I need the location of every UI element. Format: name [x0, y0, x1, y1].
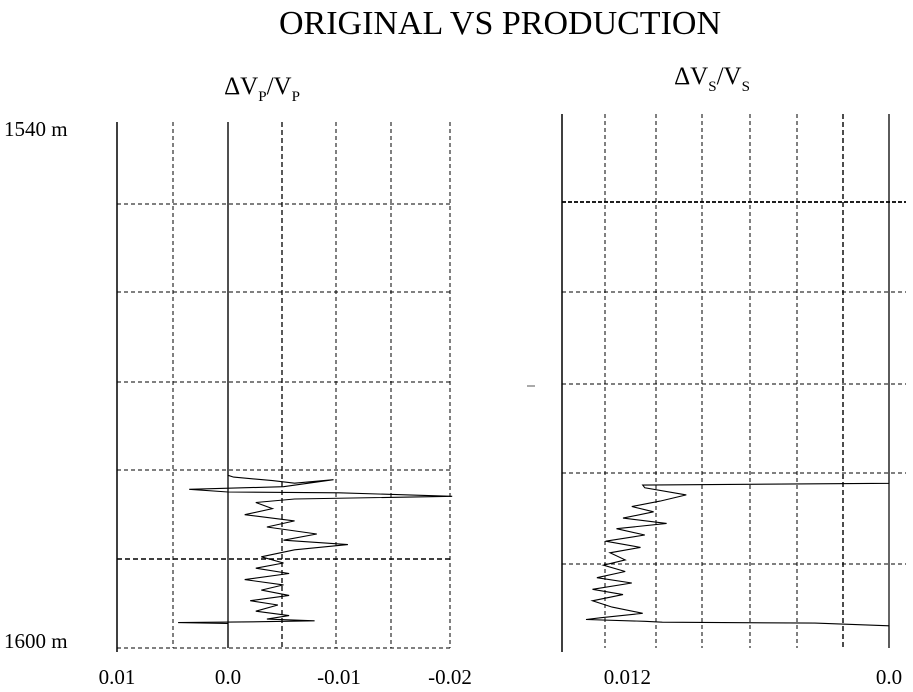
depth-top-label: 1540 m — [4, 117, 68, 141]
right-series-line-0 — [585, 114, 890, 648]
right-x-tick-label-1: 0.0 — [876, 665, 902, 689]
left-x-tick-label-1: 0.0 — [215, 665, 241, 689]
left-panel-title: ΔVP/VP — [224, 73, 300, 105]
right-panel-title: ΔVS/VS — [674, 63, 750, 95]
left-x-tick-label-3: -0.02 — [428, 665, 472, 689]
left-panel: 0.01 0.0 -0.01 -0.02 — [99, 122, 472, 689]
main-title: ORIGINAL VS PRODUCTION — [279, 5, 721, 42]
left-series-line-0 — [178, 122, 453, 648]
left-x-tick-label-0: 0.01 — [99, 665, 136, 689]
depth-bottom-label: 1600 m — [4, 629, 68, 653]
right-x-tick-label-0: 0.012 — [604, 665, 651, 689]
right-panel: 0.012 0.0 — [561, 114, 906, 689]
left-x-tick-label-2: -0.01 — [317, 665, 361, 689]
